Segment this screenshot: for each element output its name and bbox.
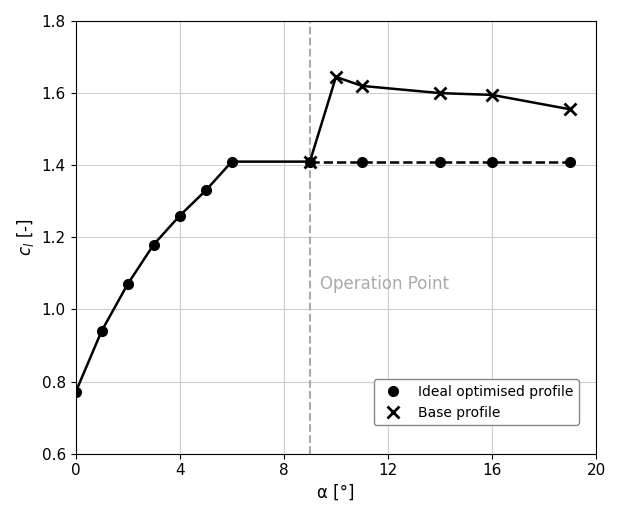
Ideal optimised profile [358, 159, 366, 165]
Base profile [566, 107, 574, 113]
Ideal optimised profile [306, 159, 314, 165]
Ideal optimised profile [124, 281, 131, 287]
Ideal optimised profile [437, 159, 444, 165]
Ideal optimised profile [489, 159, 496, 165]
Ideal optimised profile [228, 159, 235, 165]
Base profile [489, 92, 496, 98]
Line: Ideal optimised profile: Ideal optimised profile [71, 157, 575, 397]
Base profile [437, 90, 444, 96]
Y-axis label: $c_l$ [-]: $c_l$ [-] [15, 219, 36, 256]
Ideal optimised profile [176, 212, 183, 219]
Base profile [306, 159, 314, 165]
Line: Base profile: Base profile [304, 71, 576, 167]
Ideal optimised profile [202, 187, 209, 193]
Base profile [332, 74, 340, 80]
X-axis label: α [°]: α [°] [317, 484, 355, 502]
Ideal optimised profile [72, 389, 79, 396]
Ideal optimised profile [150, 241, 157, 248]
Ideal optimised profile [566, 159, 574, 165]
Legend: Ideal optimised profile, Base profile: Ideal optimised profile, Base profile [374, 379, 579, 425]
Text: Operation Point: Operation Point [320, 275, 450, 293]
Base profile [358, 83, 366, 89]
Ideal optimised profile [98, 328, 106, 334]
